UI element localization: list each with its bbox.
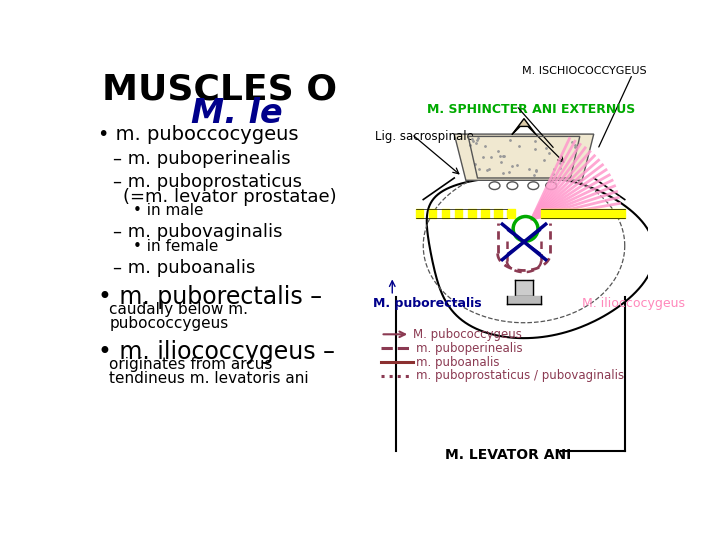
Text: caudally below m.: caudally below m. (109, 302, 248, 317)
Polygon shape (454, 134, 594, 180)
Text: tendineus m. levatoris ani: tendineus m. levatoris ani (109, 372, 309, 386)
Text: Lig. sacrospinale: Lig. sacrospinale (375, 130, 474, 143)
Text: – m. puboperinealis: – m. puboperinealis (113, 150, 291, 167)
Text: MUSCLES O: MUSCLES O (102, 72, 337, 106)
Polygon shape (513, 119, 536, 134)
Text: M. pubococcygeus: M. pubococcygeus (413, 328, 522, 341)
Text: • m. puborectalis –: • m. puborectalis – (98, 285, 322, 309)
Text: • m. iliococcygeus –: • m. iliococcygeus – (98, 340, 335, 364)
Text: m. puboperinealis: m. puboperinealis (416, 342, 523, 355)
Text: M. SPHINCTER ANI EXTERNUS: M. SPHINCTER ANI EXTERNUS (427, 103, 635, 116)
Text: m. puboanalis: m. puboanalis (416, 355, 500, 368)
Text: M. LEVATOR ANI: M. LEVATOR ANI (446, 448, 572, 462)
Text: • in female: • in female (132, 239, 218, 254)
Text: (=m. levator prostatae): (=m. levator prostatae) (122, 188, 336, 206)
Text: M. ilioccocygeus: M. ilioccocygeus (582, 298, 685, 310)
Text: – m. puboanalis: – m. puboanalis (113, 259, 256, 277)
Text: – m. pubovaginalis: – m. pubovaginalis (113, 224, 283, 241)
Text: pubococcygeus: pubococcygeus (109, 316, 229, 331)
Text: M. ISCHIOCOCCYGEUS: M. ISCHIOCOCCYGEUS (522, 66, 647, 76)
Text: m. puboprostaticus / pubovaginalis: m. puboprostaticus / pubovaginalis (416, 369, 624, 382)
Text: – m. puboprostaticus: – m. puboprostaticus (113, 173, 302, 191)
Text: • in male: • in male (132, 204, 203, 218)
Text: M. puborectalis: M. puborectalis (373, 298, 482, 310)
Text: originates from arcus: originates from arcus (109, 357, 273, 373)
Text: • m. puboccocygeus: • m. puboccocygeus (98, 125, 298, 144)
Text: M. le: M. le (191, 97, 282, 130)
